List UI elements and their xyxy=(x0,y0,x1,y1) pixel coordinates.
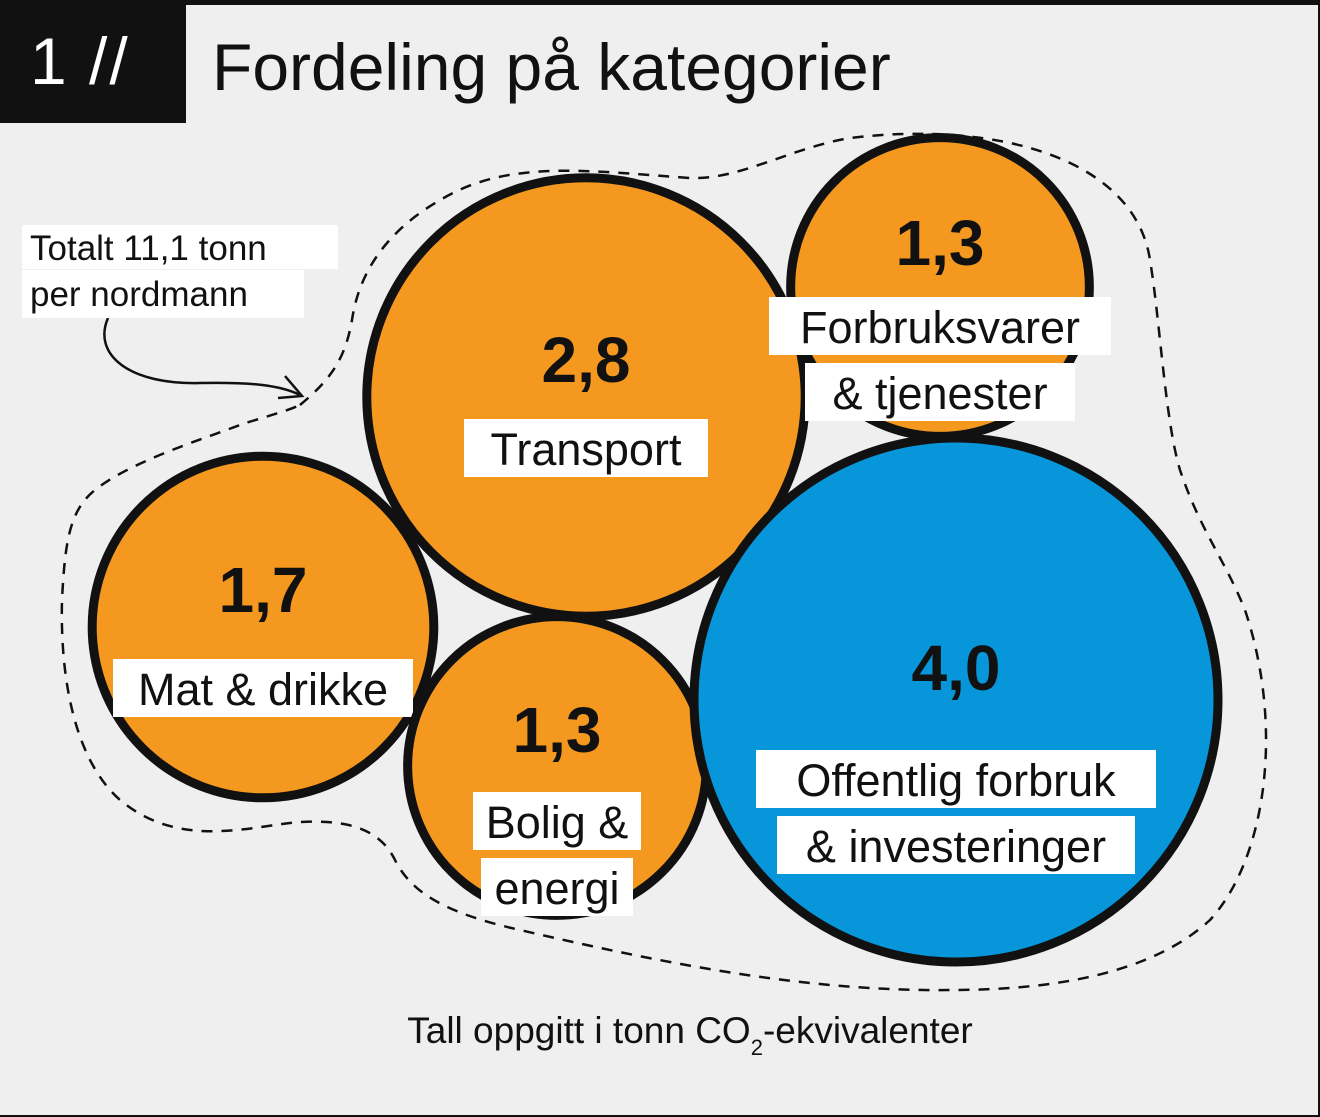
bubble-label-bg-bolig xyxy=(481,858,633,916)
bubble-value-transport: 2,8 xyxy=(542,324,631,396)
bubble-label-forbruksvarer: & tjenester xyxy=(832,368,1047,419)
total-outline-dashed xyxy=(60,132,1268,992)
unit-note-subscript: 2 xyxy=(750,1035,763,1060)
bubble-value-forbruksvarer: 1,3 xyxy=(896,207,985,279)
bubble-label-offentlig: & investeringer xyxy=(806,821,1106,872)
total-annotation-bg-1 xyxy=(22,225,338,269)
bubble-label-mat: Mat & drikke xyxy=(138,664,388,715)
top-rule xyxy=(186,0,1320,5)
bubble-forbruksvarer: 1,3 Forbruksvarer & tjenester xyxy=(769,133,1111,441)
bubble-label-bg-forbruksvarer xyxy=(805,363,1075,421)
bubble-label-bolig: energi xyxy=(494,863,619,914)
bubble-label-bg-bolig xyxy=(473,792,641,850)
bubble-label-bg-forbruksvarer xyxy=(769,297,1111,355)
bubble-offentlig: 4,0 Offentlig forbruk & investeringer xyxy=(689,433,1223,967)
bubble-value-mat: 1,7 xyxy=(219,554,308,626)
chart-title: Fordeling på kategorier xyxy=(212,30,891,104)
section-number-badge: 1 // xyxy=(0,0,186,123)
bubble-label-offentlig: Offentlig forbruk xyxy=(796,755,1116,806)
annotation-arrowhead xyxy=(277,375,305,400)
bubble-value-bolig: 1,3 xyxy=(513,694,602,766)
unit-note: Tall oppgitt i tonn CO2-ekvivalenter xyxy=(0,1010,1320,1061)
bubble-label-forbruksvarer: Forbruksvarer xyxy=(800,302,1080,353)
total-annotation-line2: per nordmann xyxy=(30,275,248,314)
bubble-label-bg-offentlig xyxy=(756,750,1156,808)
bubble-label-bg-transport xyxy=(464,419,708,477)
bubble-bolig: 1,3 Bolig & energi xyxy=(403,612,711,920)
total-annotation: Totalt 11,1 tonn per nordmann xyxy=(22,225,338,318)
unit-note-suffix: -ekvivalenter xyxy=(762,1010,973,1051)
bubble-label-bg-offentlig xyxy=(777,816,1135,874)
total-annotation-line1: Totalt 11,1 tonn xyxy=(30,229,267,268)
bubble-label-bolig: Bolig & xyxy=(486,797,629,848)
bubble-mat: 1,7 Mat & drikke xyxy=(87,451,439,803)
total-annotation-bg-2 xyxy=(22,270,304,318)
annotation-arrow xyxy=(103,317,301,397)
bubble-label-transport: Transport xyxy=(491,424,682,475)
bubble-circle-mat xyxy=(87,451,439,803)
bubble-label-bg-mat xyxy=(113,659,413,717)
unit-note-text: Tall oppgitt i tonn CO xyxy=(407,1010,751,1051)
bubble-value-offentlig: 4,0 xyxy=(912,632,1001,704)
